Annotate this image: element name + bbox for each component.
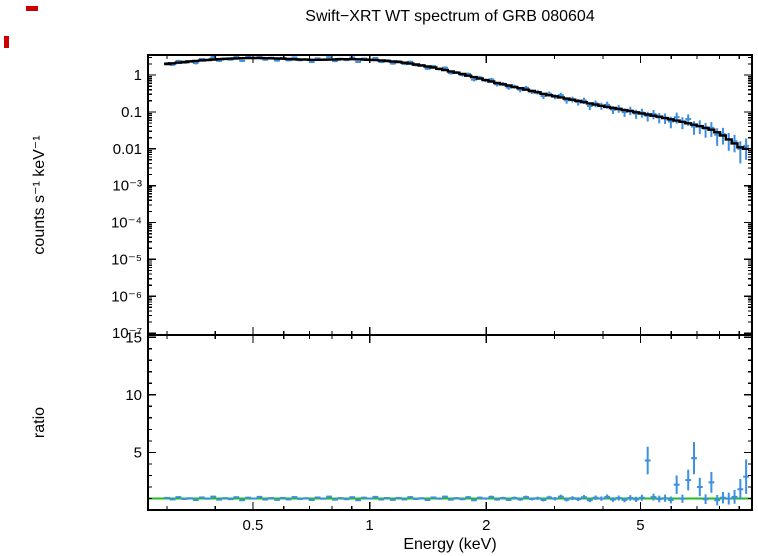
y-tick-label: 10⁻⁴ xyxy=(111,215,142,232)
y-tick-label: 0.01 xyxy=(113,141,142,158)
axis-ticks xyxy=(148,55,752,510)
y-tick-label: 1 xyxy=(134,67,142,84)
x-tick-label: 1 xyxy=(365,517,373,534)
x-axis-label: Energy (keV) xyxy=(403,536,496,553)
corner-mark-2 xyxy=(4,36,9,48)
y-tick-label: 10⁻⁷ xyxy=(112,325,142,342)
y-tick-label: 10⁻⁵ xyxy=(111,251,142,268)
y-tick-label: 10⁻³ xyxy=(112,178,142,195)
model-line xyxy=(164,56,749,150)
x-tick-label: 2 xyxy=(482,517,490,534)
x-tick-label: 5 xyxy=(636,517,644,534)
ratio-panel-frame xyxy=(147,334,753,511)
y-tick-label: 5 xyxy=(134,444,142,461)
y-axis-label-ratio: ratio xyxy=(31,407,48,438)
corner-mark-1 xyxy=(26,6,38,11)
plot-title: Swift−XRT WT spectrum of GRB 080604 xyxy=(305,8,595,25)
y-tick-label: 0.1 xyxy=(121,104,142,121)
x-tick-label: 0.5 xyxy=(243,517,264,534)
y-tick-label: 10 xyxy=(125,387,142,404)
y-axis-label-counts: counts s⁻¹ keV⁻¹ xyxy=(31,135,48,254)
y-tick-label: 10⁻⁶ xyxy=(111,288,142,305)
ratio-points xyxy=(164,442,750,506)
y-tick-label: 15 xyxy=(125,329,142,346)
panel-frames xyxy=(147,54,753,511)
